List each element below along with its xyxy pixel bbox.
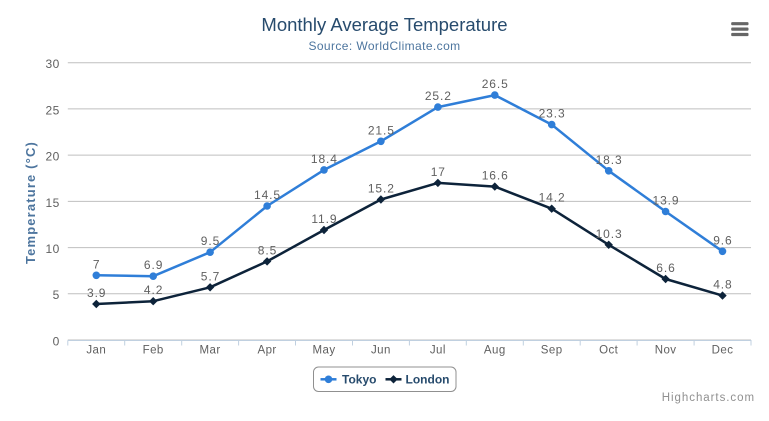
svg-text:Sep: Sep [541, 345, 563, 357]
svg-text:4.8: 4.8 [713, 278, 732, 292]
svg-text:18.3: 18.3 [596, 153, 623, 167]
svg-text:6.6: 6.6 [656, 261, 675, 275]
svg-text:26.5: 26.5 [482, 77, 509, 91]
svg-text:Tokyo: Tokyo [342, 373, 376, 387]
svg-text:25.2: 25.2 [425, 89, 452, 103]
svg-text:0: 0 [53, 334, 60, 348]
svg-text:21.5: 21.5 [368, 123, 395, 137]
svg-text:10: 10 [45, 242, 59, 256]
svg-text:Jul: Jul [430, 345, 446, 357]
svg-text:23.3: 23.3 [539, 107, 566, 121]
svg-text:15: 15 [45, 196, 59, 210]
svg-text:Nov: Nov [655, 345, 677, 357]
svg-text:Temperature (°C): Temperature (°C) [23, 141, 38, 264]
svg-text:14.2: 14.2 [539, 191, 566, 205]
svg-text:14.5: 14.5 [254, 188, 281, 202]
svg-text:Source: WorldClimate.com: Source: WorldClimate.com [308, 39, 460, 53]
svg-text:3.9: 3.9 [87, 286, 106, 300]
svg-text:Oct: Oct [599, 345, 619, 357]
svg-text:Monthly Average Temperature: Monthly Average Temperature [261, 14, 507, 35]
svg-text:Apr: Apr [257, 345, 276, 357]
svg-text:Jun: Jun [371, 345, 391, 357]
svg-text:8.5: 8.5 [258, 243, 277, 257]
svg-text:11.9: 11.9 [311, 212, 337, 226]
svg-text:15.2: 15.2 [368, 182, 395, 196]
svg-text:9.5: 9.5 [201, 234, 220, 248]
svg-text:4.2: 4.2 [144, 283, 163, 297]
svg-text:London: London [406, 373, 450, 387]
svg-text:10.3: 10.3 [596, 227, 623, 241]
svg-text:7: 7 [93, 257, 101, 271]
svg-text:Highcharts.com: Highcharts.com [662, 392, 755, 404]
svg-text:30: 30 [45, 57, 59, 71]
svg-text:17: 17 [431, 165, 446, 179]
svg-text:5: 5 [53, 288, 60, 302]
svg-text:9.6: 9.6 [713, 233, 732, 247]
svg-text:Feb: Feb [143, 345, 164, 357]
svg-text:5.7: 5.7 [201, 269, 220, 283]
svg-text:16.6: 16.6 [482, 169, 509, 183]
svg-text:20: 20 [45, 150, 59, 164]
svg-text:Jan: Jan [86, 345, 106, 357]
svg-text:25: 25 [45, 103, 59, 117]
svg-text:Aug: Aug [484, 345, 506, 357]
svg-text:Dec: Dec [712, 345, 734, 357]
svg-text:18.4: 18.4 [311, 152, 338, 166]
svg-text:6.9: 6.9 [144, 258, 163, 272]
svg-text:Mar: Mar [200, 345, 221, 357]
svg-text:May: May [312, 345, 335, 357]
svg-text:13.9: 13.9 [653, 194, 680, 208]
